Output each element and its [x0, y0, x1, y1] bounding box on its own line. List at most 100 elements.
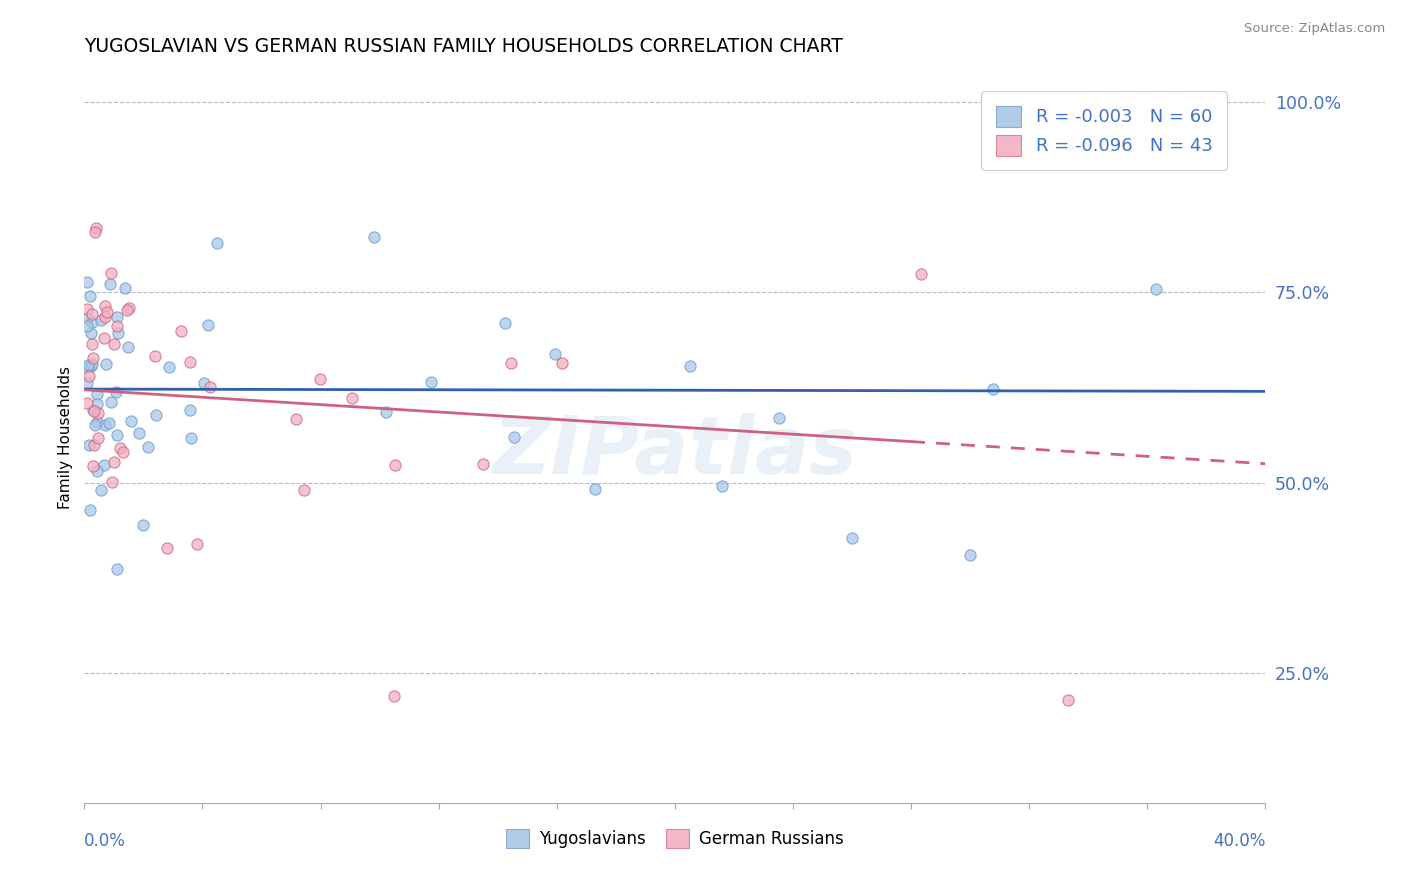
Point: [471, 458, 494, 472]
Point: [679, 359, 702, 374]
Point: [959, 548, 981, 562]
Point: [77, 358, 100, 372]
Point: [84, 418, 107, 433]
Text: 40.0%: 40.0%: [1213, 832, 1265, 850]
Point: [768, 411, 790, 425]
Point: [420, 376, 443, 390]
Point: [193, 376, 215, 390]
Point: [494, 316, 516, 330]
Point: [97, 417, 120, 431]
Point: [86, 397, 108, 411]
Point: [103, 336, 125, 351]
Point: [76, 311, 98, 326]
Point: [82, 351, 104, 365]
Point: [120, 414, 142, 428]
Point: [145, 409, 167, 423]
Point: [375, 404, 398, 418]
Point: [108, 441, 131, 455]
Point: [132, 518, 155, 533]
Text: Source: ZipAtlas.com: Source: ZipAtlas.com: [1244, 22, 1385, 36]
Point: [207, 235, 229, 250]
Point: [309, 372, 332, 386]
Point: [117, 340, 139, 354]
Point: [76, 359, 98, 374]
Point: [76, 275, 98, 289]
Point: [544, 347, 567, 361]
Point: [80, 359, 103, 374]
Legend: Yugoslavians, German Russians: Yugoslavians, German Russians: [498, 821, 852, 856]
Point: [105, 310, 128, 324]
Point: [82, 307, 104, 321]
Point: [105, 384, 128, 399]
Point: [170, 324, 193, 338]
Point: [118, 301, 141, 315]
Point: [105, 319, 128, 334]
Point: [83, 437, 105, 451]
Point: [1144, 281, 1167, 295]
Point: [105, 428, 128, 442]
Text: YUGOSLAVIAN VS GERMAN RUSSIAN FAMILY HOUSEHOLDS CORRELATION CHART: YUGOSLAVIAN VS GERMAN RUSSIAN FAMILY HOU…: [84, 37, 844, 56]
Point: [179, 402, 201, 417]
Point: [76, 396, 98, 410]
Point: [94, 310, 117, 324]
Point: [143, 349, 166, 363]
Point: [94, 357, 117, 371]
Point: [501, 356, 523, 370]
Point: [503, 430, 526, 444]
Point: [107, 326, 129, 341]
Point: [82, 403, 104, 417]
Point: [94, 417, 117, 432]
Point: [84, 220, 107, 235]
Point: [82, 357, 104, 371]
Point: [76, 319, 98, 334]
Point: [285, 411, 308, 425]
Point: [551, 355, 574, 369]
Point: [186, 537, 208, 551]
Point: [292, 483, 315, 497]
Point: [363, 229, 385, 244]
Point: [136, 440, 159, 454]
Point: [89, 313, 111, 327]
Point: [384, 458, 406, 472]
Point: [111, 445, 134, 459]
Point: [841, 531, 863, 545]
Point: [90, 483, 112, 498]
Point: [98, 277, 121, 291]
Point: [83, 403, 105, 417]
Point: [79, 359, 101, 373]
Point: [86, 406, 108, 420]
Point: [981, 382, 1004, 396]
Point: [180, 432, 202, 446]
Point: [157, 359, 180, 374]
Text: 0.0%: 0.0%: [84, 832, 127, 850]
Point: [910, 267, 932, 281]
Point: [115, 302, 138, 317]
Point: [156, 541, 179, 555]
Point: [93, 299, 115, 313]
Point: [1056, 693, 1078, 707]
Point: [93, 331, 115, 345]
Point: [128, 426, 150, 441]
Point: [107, 562, 129, 576]
Point: [101, 475, 124, 489]
Point: [76, 376, 98, 390]
Point: [197, 318, 219, 333]
Point: [80, 315, 103, 329]
Point: [710, 479, 733, 493]
Point: [114, 281, 136, 295]
Point: [103, 455, 125, 469]
Point: [96, 305, 118, 319]
Point: [198, 380, 221, 394]
Point: [340, 392, 363, 406]
Point: [382, 689, 406, 703]
Point: [100, 266, 122, 280]
Point: [79, 289, 101, 303]
Point: [583, 483, 606, 497]
Point: [87, 431, 110, 445]
Point: [86, 415, 108, 429]
Point: [84, 225, 107, 239]
Point: [79, 503, 101, 517]
Point: [80, 326, 103, 340]
Point: [86, 387, 108, 401]
Point: [82, 459, 104, 474]
